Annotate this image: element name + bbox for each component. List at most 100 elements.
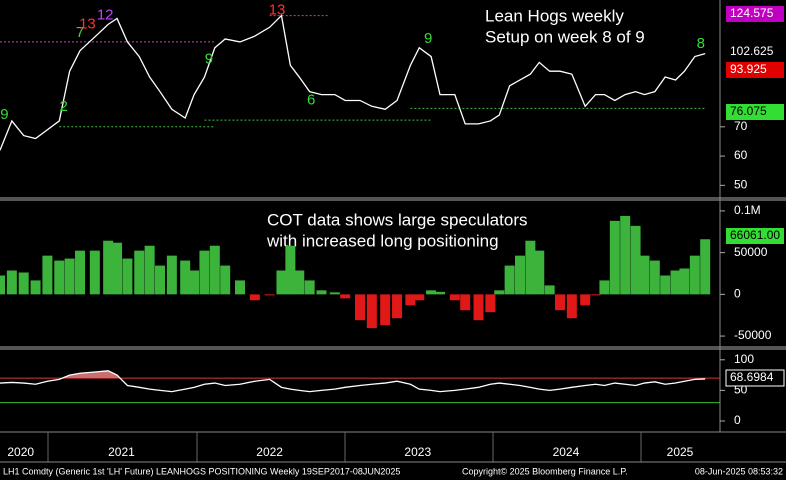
td-count: 12 [97,7,114,24]
bar [366,294,377,329]
x-tick-label: 2020 [7,445,34,459]
td-count: 9 [0,106,8,123]
bar [329,292,340,295]
panel-separator [0,346,786,350]
td-count: 8 [697,35,705,52]
bar [435,291,445,295]
bar [166,255,177,295]
td-count: 9 [205,50,213,67]
bar [6,270,17,295]
bar [414,294,425,301]
bar [485,294,496,313]
price-tag-label: 93.925 [730,62,767,76]
bar [544,285,555,295]
price-tag [726,104,784,120]
bar [180,260,191,295]
bar [555,294,565,311]
y-tick-label: 0.1M [734,203,761,217]
price-tag-label: 76.075 [730,104,767,118]
bar [189,270,200,295]
bar [525,240,536,295]
bar [134,250,145,295]
price-tag [725,369,785,387]
y-tick-label: 50000 [734,245,768,259]
bar [620,215,631,295]
footer-right: 08-Jun-2025 08:53:32 [695,466,783,476]
bar [639,255,650,295]
chart-subtitle: Setup on week 8 of 9 [485,27,645,46]
y-tick-label: 60 [734,148,748,162]
bar [340,294,351,299]
year-dividers [47,432,642,462]
chart-title: Lean Hogs weekly [485,6,624,25]
x-tick-label: 2022 [256,445,283,459]
bar [689,255,700,295]
bar [249,294,260,301]
bar [679,268,690,295]
bar [590,294,601,296]
price-tag-label: 124.575 [730,6,774,20]
y-tick-label: 70 [734,119,748,133]
bar [534,250,545,295]
y-tick-label: 50 [734,178,748,192]
line [0,14,706,151]
bar [304,280,315,295]
y-tick-label: -50000 [734,328,772,342]
bar [609,220,620,295]
bar [89,250,100,295]
bar [660,275,671,295]
price-tag-label: 68.6984 [730,370,774,384]
bar [209,245,220,295]
x-tick-label: 2023 [404,445,431,459]
bar [460,294,471,311]
bar [122,258,133,295]
y-tick-label: 100 [734,352,754,366]
td-count: 7 [76,24,84,41]
overbought-area [0,370,706,379]
bar [294,270,305,295]
bar [316,290,327,295]
bar [599,280,610,295]
y-tick-label: 0 [734,413,741,427]
bar [199,250,210,295]
bar [449,294,460,301]
bar [276,270,287,295]
bar [566,294,577,319]
td-count: 13 [79,15,96,32]
panel-subtitle: with increased long positioning [266,231,499,250]
bar [630,225,641,295]
bar [515,255,525,295]
bar [54,260,65,295]
bar [355,294,365,321]
bar [18,272,29,295]
line [0,370,706,393]
bar [405,294,416,306]
bar [285,245,296,295]
price-tag [726,62,784,78]
bar [103,240,114,295]
bar [155,265,165,295]
td-count: 6 [307,91,315,108]
bar [112,242,123,295]
price-tag [726,6,784,22]
bar [700,239,711,295]
price-tag [726,44,784,60]
y-tick-label: 0 [734,287,741,301]
bar [392,294,403,319]
td-count: 9 [424,30,432,47]
bar [580,294,591,306]
x-tick-label: 2025 [667,445,694,459]
bar [144,245,155,295]
bar [0,275,5,295]
bar [42,255,53,295]
x-tick-label: 2021 [108,445,135,459]
bar [264,294,275,296]
bar [494,290,505,295]
bar [473,294,484,321]
price-tag-label: 102.625 [730,44,774,58]
price-tag [726,228,784,244]
td-count: 13 [269,2,286,19]
bar [75,250,85,295]
bar [380,294,391,326]
